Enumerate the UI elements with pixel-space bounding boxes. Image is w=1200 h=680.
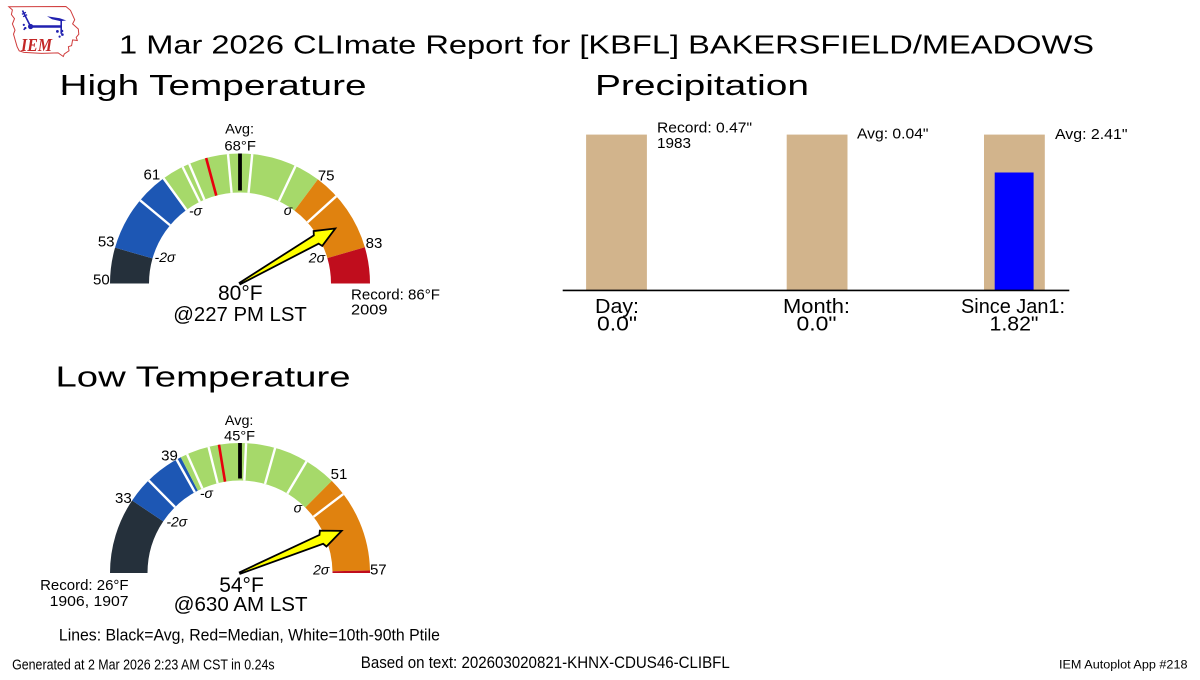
svg-text:-2σ: -2σ [155, 249, 176, 265]
svg-text:Record: 86°F: Record: 86°F [351, 287, 440, 304]
svg-text:Precipitation: Precipitation [595, 70, 809, 102]
svg-text:-2σ: -2σ [166, 514, 187, 530]
svg-text:51: 51 [331, 466, 348, 483]
svg-text:1906, 1907: 1906, 1907 [50, 593, 129, 610]
svg-text:75: 75 [318, 168, 335, 185]
svg-text:-σ: -σ [189, 202, 203, 218]
svg-text:61: 61 [144, 166, 161, 183]
svg-text:1 Mar 2026 CLImate Report for: 1 Mar 2026 CLImate Report for [KBFL] BAK… [119, 30, 1094, 60]
svg-text:Avg:: Avg: [225, 122, 254, 137]
svg-text:2009: 2009 [351, 302, 388, 319]
svg-text:Generated at 2 Mar 2026 2:23 A: Generated at 2 Mar 2026 2:23 AM CST in 0… [12, 658, 275, 674]
svg-text:83: 83 [366, 235, 383, 252]
svg-text:57: 57 [370, 561, 387, 578]
svg-text:IEM: IEM [20, 35, 53, 55]
svg-text:@630 AM LST: @630 AM LST [174, 594, 308, 616]
svg-text:45°F: 45°F [224, 429, 255, 444]
svg-text:Since Jan1:: Since Jan1: [961, 296, 1065, 318]
svg-text:50: 50 [93, 271, 110, 288]
svg-text:Low Temperature: Low Temperature [56, 361, 351, 393]
svg-text:Avg: 0.04": Avg: 0.04" [857, 126, 929, 143]
svg-text:σ: σ [284, 202, 293, 218]
svg-text:80°F: 80°F [218, 282, 263, 305]
svg-text:Avg:: Avg: [225, 413, 254, 428]
svg-text:Lines: Black=Avg, Red=Median,: Lines: Black=Avg, Red=Median, White=10th… [59, 627, 440, 645]
svg-text:0.0": 0.0" [797, 314, 837, 336]
svg-text:@227 PM LST: @227 PM LST [173, 304, 306, 326]
svg-text:Day:: Day: [595, 296, 639, 318]
svg-text:2σ: 2σ [312, 562, 330, 578]
svg-text:Record: 26°F: Record: 26°F [40, 577, 129, 594]
svg-text:39: 39 [161, 448, 178, 465]
svg-text:High Temperature: High Temperature [60, 70, 367, 102]
svg-text:1.82": 1.82" [990, 314, 1039, 336]
svg-text:-σ: -σ [200, 485, 214, 501]
svg-text:IEM Autoplot App #218: IEM Autoplot App #218 [1059, 657, 1188, 671]
svg-text:Month:: Month: [783, 296, 850, 318]
svg-text:68°F: 68°F [224, 138, 256, 153]
svg-text:54°F: 54°F [219, 574, 264, 597]
svg-text:53: 53 [98, 234, 115, 251]
svg-text:Based on text: 202603020821-KH: Based on text: 202603020821-KHNX-CDUS46-… [361, 654, 730, 672]
svg-text:1983: 1983 [657, 135, 691, 152]
svg-text:Record: 0.47": Record: 0.47" [657, 119, 752, 136]
svg-text:0.0": 0.0" [597, 314, 637, 336]
svg-text:2σ: 2σ [308, 249, 326, 265]
svg-text:σ: σ [294, 500, 303, 516]
svg-text:Avg: 2.41": Avg: 2.41" [1055, 126, 1128, 143]
svg-text:33: 33 [115, 490, 132, 507]
